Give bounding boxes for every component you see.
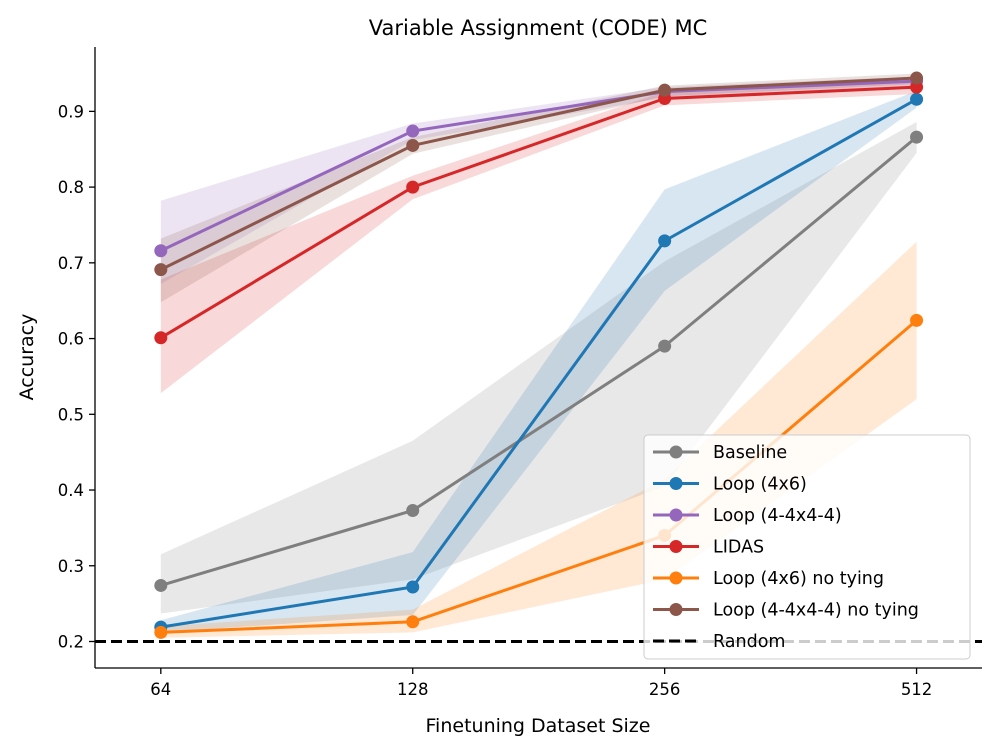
- legend-marker-1: [669, 477, 683, 490]
- legend-entry-6: Random: [713, 632, 785, 652]
- point-series-3-0: [154, 331, 168, 345]
- x-ticks: 64 128 256 512: [150, 668, 932, 699]
- point-series-0-1: [406, 503, 420, 517]
- point-series-4-1: [406, 615, 420, 629]
- y-axis-label: Accuracy: [16, 314, 38, 401]
- legend-entry-5: Loop (4-4x4-4) no tying: [713, 601, 919, 621]
- y-tick-label-6: 0.8: [58, 178, 84, 197]
- point-series-3-3: [910, 80, 924, 94]
- band-series-0: [160, 121, 917, 614]
- x-tick-label-2: 256: [649, 680, 681, 699]
- point-series-5-0: [154, 263, 168, 277]
- legend-entry-1: Loop (4x6): [713, 475, 807, 495]
- point-series-1-2: [658, 234, 672, 248]
- series-lines: [154, 71, 924, 639]
- point-series-4-0: [154, 625, 168, 639]
- x-tick-label-0: 64: [150, 680, 171, 699]
- legend-entry-2: Loop (4-4x4-4): [713, 506, 842, 526]
- legend-marker-5: [669, 603, 683, 616]
- line-series-2: [160, 79, 917, 253]
- point-series-1-3: [910, 92, 924, 106]
- y-tick-label-7: 0.9: [58, 102, 84, 121]
- point-series-2-0: [154, 244, 168, 258]
- line-series-5: [160, 76, 917, 271]
- line-series-1: [160, 97, 918, 629]
- legend-entry-4: Loop (4x6) no tying: [713, 569, 884, 589]
- legend-marker-0: [669, 445, 683, 459]
- axes: 0.2 0.3 0.4 0.5 0.6 0.7 0.8 0.9 64 128 256 512: [58, 47, 982, 699]
- legend-marker-2: [669, 508, 683, 522]
- legend-marker-3: [669, 540, 683, 553]
- line-series-4: [160, 319, 918, 634]
- legend-entry-0: Baseline: [713, 443, 787, 463]
- y-ticks: 0.2 0.3 0.4 0.5 0.6 0.7 0.8 0.9: [58, 102, 95, 651]
- point-series-5-3: [910, 71, 924, 85]
- y-tick-label-0: 0.2: [58, 632, 84, 651]
- x-tick-label-1: 128: [397, 680, 429, 699]
- band-series-1: [160, 90, 917, 633]
- y-tick-label-5: 0.7: [58, 254, 84, 273]
- legend-marker-4: [669, 571, 683, 585]
- point-series-5-2: [658, 83, 672, 97]
- y-tick-label-4: 0.6: [58, 330, 84, 349]
- y-tick-label-1: 0.3: [58, 557, 84, 576]
- point-series-1-1: [406, 580, 420, 594]
- point-series-0-2: [658, 339, 672, 353]
- legend-frame: [643, 434, 971, 660]
- point-series-5-1: [406, 138, 420, 152]
- y-tick-label-3: 0.5: [58, 405, 84, 424]
- point-series-0-0: [154, 578, 168, 592]
- line-series-0: [160, 135, 918, 587]
- point-series-4-3: [910, 313, 924, 327]
- legend: Baseline Loop (4x6) Loop (4-4x4-4) LIDAS Loo…: [643, 434, 971, 660]
- x-tick-label-3: 512: [901, 680, 933, 699]
- line-series-3: [160, 85, 917, 340]
- y-tick-label-2: 0.4: [58, 481, 84, 500]
- point-series-3-1: [406, 180, 420, 194]
- legend-entry-3: LIDAS: [713, 538, 764, 558]
- chart-title: Variable Assignment (CODE) MC: [369, 16, 708, 40]
- point-series-2-1: [406, 124, 420, 138]
- point-series-0-3: [910, 130, 924, 144]
- x-axis-label: Finetuning Dataset Size: [426, 715, 651, 737]
